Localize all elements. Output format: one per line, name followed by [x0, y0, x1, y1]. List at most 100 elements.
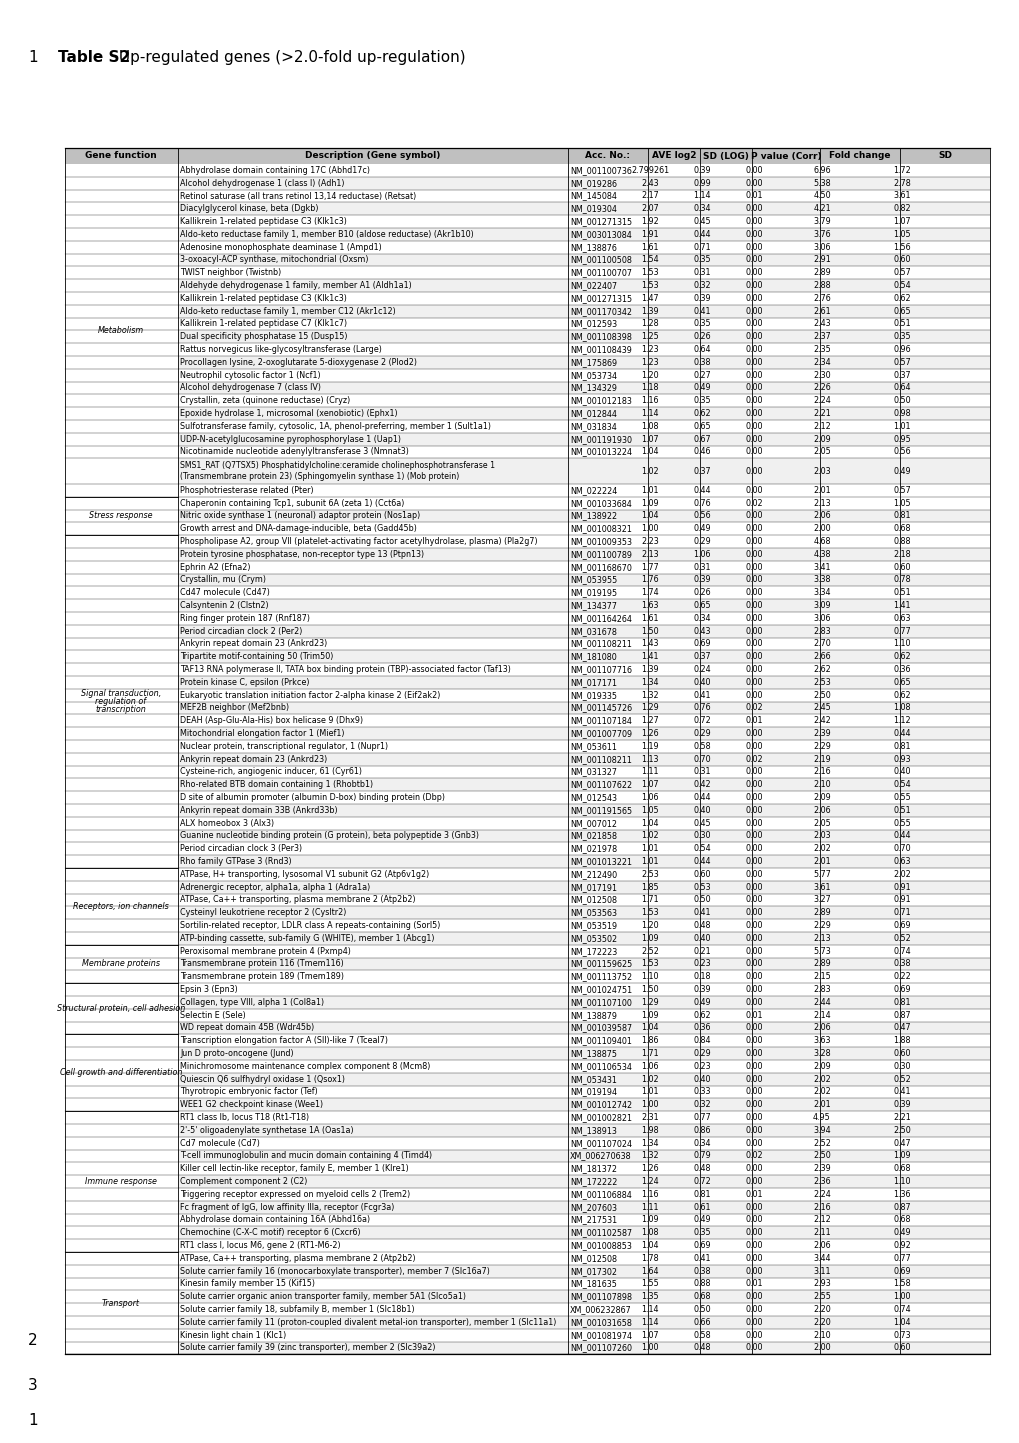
Text: Retinol saturase (all trans retinol 13,14 reductase) (Retsat): Retinol saturase (all trans retinol 13,1… — [179, 192, 416, 201]
Text: 1.09: 1.09 — [641, 1010, 658, 1020]
Text: 0.38: 0.38 — [693, 1267, 710, 1276]
Text: NM_001108211: NM_001108211 — [570, 639, 631, 648]
Text: 0.00: 0.00 — [745, 729, 762, 739]
Text: 3.79: 3.79 — [812, 216, 830, 227]
Text: 0.99: 0.99 — [693, 179, 710, 188]
Text: NM_001107898: NM_001107898 — [570, 1293, 632, 1302]
Text: 0.32: 0.32 — [693, 1101, 710, 1110]
Text: 3.06: 3.06 — [812, 613, 829, 623]
Text: 0.50: 0.50 — [693, 896, 710, 905]
Text: 0.37: 0.37 — [893, 371, 910, 380]
Text: 2.18: 2.18 — [893, 550, 910, 558]
Text: Solute carrier family 18, subfamily B, member 1 (Slc18b1): Solute carrier family 18, subfamily B, m… — [179, 1304, 414, 1315]
Text: 0.45: 0.45 — [693, 818, 710, 828]
Text: 0.00: 0.00 — [745, 896, 762, 905]
Text: NM_017171: NM_017171 — [570, 678, 616, 687]
Text: 0.00: 0.00 — [745, 524, 762, 534]
Text: NM_172223: NM_172223 — [570, 947, 616, 955]
Text: Signal transduction,: Signal transduction, — [81, 690, 161, 698]
Text: Transmembrane protein 116 (Tmem116): Transmembrane protein 116 (Tmem116) — [179, 960, 343, 968]
Text: 1.04: 1.04 — [641, 1241, 658, 1250]
Text: 2.21: 2.21 — [812, 410, 830, 418]
Text: 0.44: 0.44 — [893, 729, 910, 739]
Text: NM_007012: NM_007012 — [570, 818, 616, 828]
Bar — [178, 932, 989, 945]
Text: NM_001100707: NM_001100707 — [570, 268, 632, 277]
Text: Neutrophil cytosolic factor 1 (Ncf1): Neutrophil cytosolic factor 1 (Ncf1) — [179, 371, 320, 380]
Text: NM_175869: NM_175869 — [570, 358, 616, 367]
Text: 2.83: 2.83 — [812, 986, 830, 994]
Text: 1.04: 1.04 — [893, 1317, 910, 1328]
Text: 0.00: 0.00 — [745, 986, 762, 994]
Text: Sulfotransferase family, cytosolic, 1A, phenol-preferring, member 1 (Sult1a1): Sulfotransferase family, cytosolic, 1A, … — [179, 421, 490, 431]
Text: 5.77: 5.77 — [812, 870, 830, 879]
Text: 1.01: 1.01 — [641, 857, 658, 866]
Text: 1.35: 1.35 — [641, 1293, 658, 1302]
Text: 3.34: 3.34 — [812, 589, 829, 597]
Text: D site of albumin promoter (albumin D-box) binding protein (Dbp): D site of albumin promoter (albumin D-bo… — [179, 794, 444, 802]
Text: 1.72: 1.72 — [893, 166, 910, 175]
Text: 0.81: 0.81 — [893, 511, 910, 521]
Text: 0.01: 0.01 — [745, 1010, 762, 1020]
Text: 1.78: 1.78 — [641, 1254, 658, 1263]
Text: 0.51: 0.51 — [893, 319, 910, 329]
Text: 0.30: 0.30 — [893, 1062, 910, 1071]
Text: 1.06: 1.06 — [641, 794, 658, 802]
Text: 3.63: 3.63 — [812, 1036, 829, 1045]
Text: 2.09: 2.09 — [812, 794, 830, 802]
Text: 1.58: 1.58 — [893, 1280, 910, 1289]
Text: 0.68: 0.68 — [693, 1293, 710, 1302]
Text: NM_217531: NM_217531 — [570, 1215, 616, 1225]
Bar — [178, 278, 989, 291]
Text: 0.64: 0.64 — [893, 384, 910, 392]
Text: 0.38: 0.38 — [693, 358, 710, 367]
Text: 0.48: 0.48 — [693, 921, 710, 931]
Text: 0.50: 0.50 — [693, 1304, 710, 1315]
Text: Membrane proteins: Membrane proteins — [82, 960, 160, 968]
Text: 3.28: 3.28 — [812, 1049, 830, 1058]
Text: 0.31: 0.31 — [693, 268, 710, 277]
Text: Ring finger protein 187 (Rnf187): Ring finger protein 187 (Rnf187) — [179, 613, 310, 623]
Text: NM_001012742: NM_001012742 — [570, 1101, 632, 1110]
Text: 0.00: 0.00 — [745, 255, 762, 264]
Text: Triggering receptor expressed on myeloid cells 2 (Trem2): Triggering receptor expressed on myeloid… — [179, 1190, 410, 1199]
Text: NM_001271315: NM_001271315 — [570, 216, 632, 227]
Text: 0.18: 0.18 — [693, 973, 710, 981]
Text: 1.27: 1.27 — [641, 716, 658, 726]
Text: 0.44: 0.44 — [693, 229, 710, 240]
Text: 0.69: 0.69 — [893, 921, 910, 931]
Text: Stress response: Stress response — [90, 511, 153, 521]
Text: 0.00: 0.00 — [745, 1126, 762, 1134]
Text: 0.49: 0.49 — [693, 999, 710, 1007]
Text: 0.87: 0.87 — [893, 1202, 910, 1212]
Text: 2.53: 2.53 — [641, 870, 658, 879]
Text: 2.88: 2.88 — [812, 281, 830, 290]
Text: NM_001013224: NM_001013224 — [570, 447, 632, 456]
Text: 0.77: 0.77 — [893, 1254, 910, 1263]
Text: 0.86: 0.86 — [693, 1126, 710, 1134]
Text: NM_001012183: NM_001012183 — [570, 397, 631, 405]
Text: 4.50: 4.50 — [812, 192, 830, 201]
Text: Fc fragment of IgG, low affinity IIIa, receptor (Fcgr3a): Fc fragment of IgG, low affinity IIIa, r… — [179, 1202, 394, 1212]
Text: NM_001008321: NM_001008321 — [570, 524, 631, 534]
Text: 0.00: 0.00 — [745, 844, 762, 853]
Text: 1.05: 1.05 — [641, 805, 658, 815]
Text: 0.00: 0.00 — [745, 563, 762, 571]
Text: Ankyrin repeat domain 33B (Ankrd33b): Ankyrin repeat domain 33B (Ankrd33b) — [179, 805, 337, 815]
Text: 1.10: 1.10 — [893, 639, 910, 648]
Text: 0.48: 0.48 — [693, 1343, 710, 1352]
Text: NM_001013221: NM_001013221 — [570, 857, 632, 866]
Text: NM_145084: NM_145084 — [570, 192, 616, 201]
Text: 6.96: 6.96 — [812, 166, 830, 175]
Text: NM_031327: NM_031327 — [570, 768, 616, 776]
Text: 2.89: 2.89 — [812, 268, 830, 277]
Bar — [178, 330, 989, 343]
Text: 0.44: 0.44 — [693, 486, 710, 495]
Text: 0.38: 0.38 — [893, 960, 910, 968]
Text: NM_138875: NM_138875 — [570, 1049, 616, 1058]
Text: NM_001107622: NM_001107622 — [570, 781, 632, 789]
Text: 0.88: 0.88 — [693, 1280, 710, 1289]
Text: 2.13: 2.13 — [641, 550, 658, 558]
Text: 1.64: 1.64 — [641, 1267, 658, 1276]
Text: 0.39: 0.39 — [893, 1101, 910, 1110]
